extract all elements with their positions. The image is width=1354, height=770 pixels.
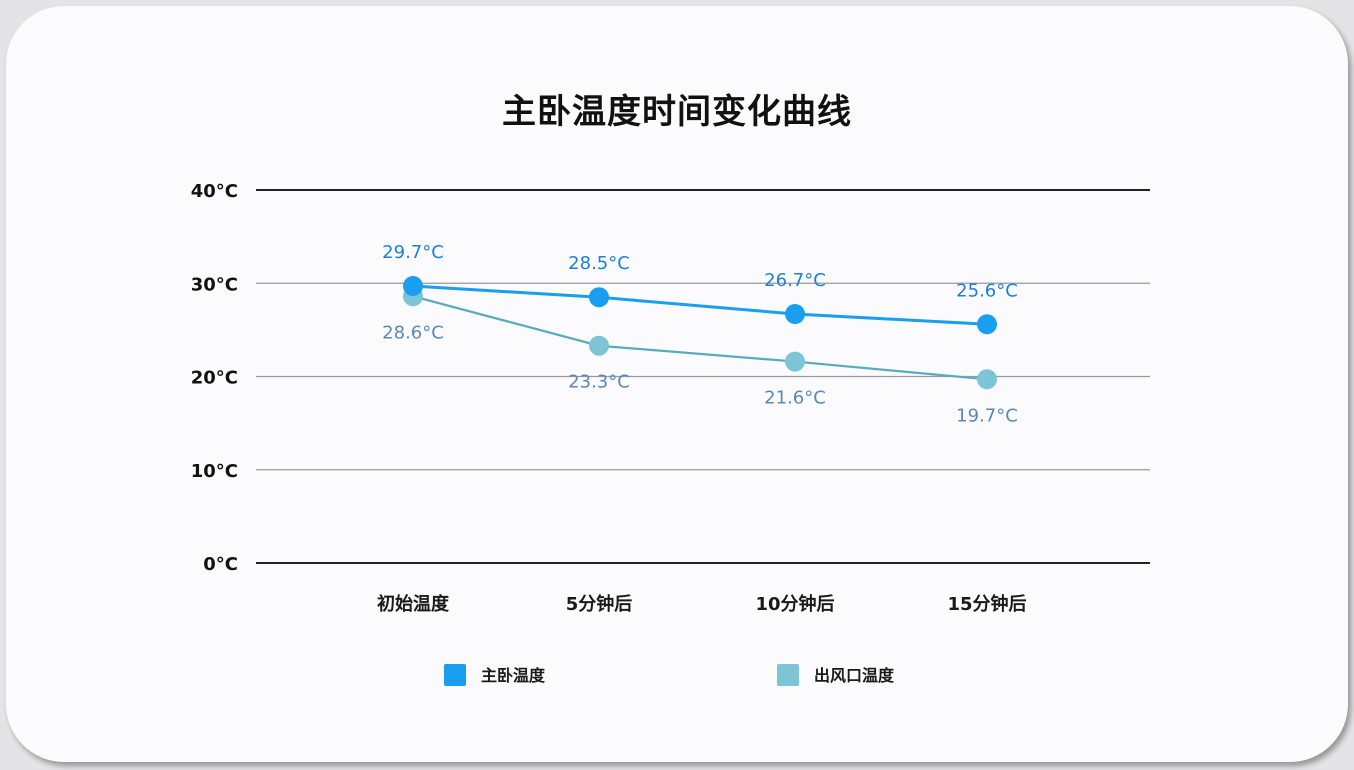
x-tick-label: 初始温度 bbox=[377, 593, 450, 615]
legend-label: 出风口温度 bbox=[814, 666, 895, 685]
data-point[interactable] bbox=[589, 287, 609, 308]
legend-swatch bbox=[444, 664, 466, 686]
chart-title: 主卧温度时间变化曲线 bbox=[502, 92, 852, 132]
y-tick-label: 20°C bbox=[191, 368, 238, 389]
y-tick-label: 10°C bbox=[191, 461, 238, 482]
legend: 主卧温度 出风口温度 bbox=[444, 664, 895, 686]
data-label: 23.3°C bbox=[568, 372, 630, 393]
data-label: 25.6°C bbox=[956, 280, 1018, 301]
data-point[interactable] bbox=[785, 304, 805, 325]
legend-swatch bbox=[777, 664, 799, 686]
y-tick-label: 0°C bbox=[203, 554, 238, 575]
data-label: 29.7°C bbox=[382, 242, 444, 263]
legend-item[interactable]: 主卧温度 bbox=[444, 664, 546, 686]
chart-card bbox=[6, 6, 1348, 762]
data-label: 19.7°C bbox=[956, 405, 1018, 426]
data-point[interactable] bbox=[403, 276, 423, 297]
series-bedroom-temp: 29.7°C 28.5°C 26.7°C 25.6°C bbox=[382, 242, 1018, 335]
x-tick-label: 5分钟后 bbox=[566, 593, 633, 615]
data-point[interactable] bbox=[589, 335, 609, 356]
legend-item[interactable]: 出风口温度 bbox=[777, 664, 895, 686]
x-axis-labels: 初始温度 5分钟后 10分钟后 15分钟后 bbox=[377, 593, 1027, 615]
series-line bbox=[412, 295, 988, 381]
data-label: 28.5°C bbox=[568, 253, 630, 274]
x-tick-label: 15分钟后 bbox=[947, 593, 1026, 615]
y-tick-label: 40°C bbox=[191, 181, 238, 202]
y-tick-label: 30°C bbox=[191, 274, 238, 295]
x-tick-label: 10分钟后 bbox=[755, 593, 834, 615]
series-lines: 28.6°C 23.3°C 21.6°C 19.7°C 29.7°C 28.5°C 26.7… bbox=[382, 242, 1018, 426]
data-label: 26.7°C bbox=[764, 270, 826, 291]
data-label: 21.6°C bbox=[764, 388, 826, 409]
data-point[interactable] bbox=[785, 351, 805, 372]
y-axis-labels: 0°C 10°C 20°C 30°C 40°C bbox=[191, 181, 238, 575]
data-point[interactable] bbox=[977, 314, 997, 335]
data-point[interactable] bbox=[977, 369, 997, 390]
legend-label: 主卧温度 bbox=[481, 666, 546, 685]
series-line bbox=[412, 284, 988, 326]
data-label: 28.6°C bbox=[382, 322, 444, 343]
